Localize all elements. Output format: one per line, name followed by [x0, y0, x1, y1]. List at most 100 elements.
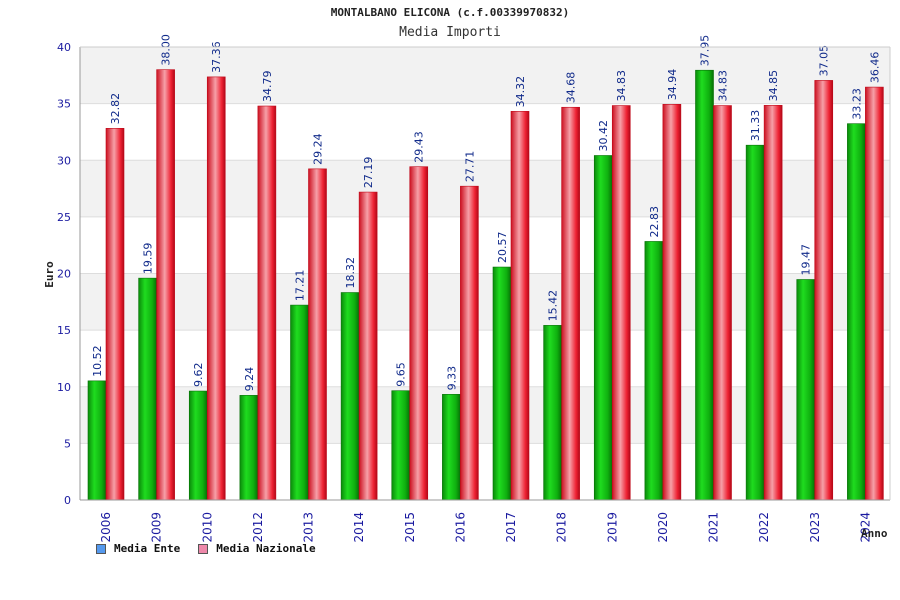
value-label-nazionale: 34.83	[615, 70, 628, 102]
bar-ente	[87, 380, 107, 501]
value-label-ente: 31.33	[749, 110, 762, 142]
x-tick-label: 2020	[656, 512, 670, 543]
value-label-ente: 18.32	[344, 257, 357, 289]
bar-ente	[138, 277, 157, 501]
y-tick-label: 40	[57, 41, 71, 54]
y-tick-label: 30	[57, 154, 71, 167]
bar-nazionale	[308, 168, 327, 501]
bar-ente	[593, 155, 613, 501]
bar-nazionale	[510, 111, 530, 501]
value-label-ente: 9.62	[192, 363, 205, 388]
bar-nazionale	[561, 106, 580, 501]
y-axis-title: Euro	[42, 261, 56, 288]
value-label-nazionale: 29.43	[413, 131, 426, 163]
value-label-nazionale: 38.00	[160, 34, 173, 66]
value-label-nazionale: 27.19	[362, 157, 375, 189]
x-tick-label: 2014	[352, 512, 366, 543]
x-tick-label: 2013	[302, 512, 316, 543]
value-label-nazionale: 34.83	[717, 70, 730, 102]
y-tick-label: 20	[57, 268, 71, 281]
bar-nazionale	[611, 105, 631, 501]
bar-nazionale	[763, 105, 783, 501]
value-label-nazionale: 34.85	[767, 70, 780, 102]
bar-nazionale	[206, 76, 226, 501]
value-label-ente: 19.47	[800, 244, 813, 276]
y-tick-label: 15	[57, 324, 71, 337]
x-axis-title: Anno	[861, 527, 888, 540]
y-tick-label: 25	[57, 211, 71, 224]
value-label-nazionale: 34.79	[261, 71, 274, 103]
bar-ente	[391, 390, 411, 501]
y-tick-label: 0	[64, 494, 71, 507]
legend-label-nazionale: Media Nazionale	[216, 542, 316, 555]
legend: Media Ente Media Nazionale	[96, 542, 316, 555]
bar-nazionale	[865, 86, 884, 501]
value-label-ente: 10.52	[91, 345, 104, 377]
value-label-nazionale: 34.68	[565, 72, 578, 104]
value-label-ente: 19.59	[142, 243, 155, 275]
legend-swatch-nazionale	[198, 543, 209, 554]
bar-nazionale	[460, 185, 479, 501]
bar-nazionale	[156, 69, 175, 501]
bar-ente	[442, 394, 461, 501]
x-tick-label: 2019	[605, 512, 619, 543]
bar-nazionale	[713, 105, 732, 501]
y-tick-label: 35	[57, 98, 71, 111]
value-label-ente: 20.57	[496, 232, 509, 264]
legend-item-ente: Media Ente	[96, 542, 180, 555]
chart-subtitle: Media Importi	[399, 25, 501, 40]
value-label-nazionale: 37.05	[818, 45, 831, 77]
bar-ente	[644, 241, 664, 501]
value-label-nazionale: 32.82	[109, 93, 122, 125]
bar-nazionale	[358, 191, 378, 501]
bar-ente	[543, 325, 562, 501]
x-tick-label: 2006	[99, 512, 113, 543]
bar-ente	[847, 123, 866, 501]
value-label-nazionale: 37.36	[210, 41, 223, 73]
value-label-ente: 15.42	[547, 290, 560, 322]
x-tick-label: 2012	[251, 512, 265, 543]
chart-title: MONTALBANO ELICONA (c.f.00339970832)	[330, 6, 570, 19]
value-label-ente: 9.33	[445, 366, 458, 391]
bar-nazionale	[409, 166, 429, 501]
bar-ente	[796, 279, 816, 501]
bar-nazionale	[662, 104, 682, 501]
bar-ente	[340, 292, 360, 501]
x-tick-label: 2017	[504, 512, 518, 543]
value-label-ente: 17.21	[294, 270, 307, 302]
y-tick-label: 5	[64, 437, 71, 450]
value-label-nazionale: 34.32	[514, 76, 527, 108]
value-label-ente: 9.24	[243, 367, 256, 392]
value-label-nazionale: 36.46	[868, 52, 881, 84]
value-label-nazionale: 29.24	[312, 133, 325, 165]
bar-ente	[745, 144, 765, 501]
legend-swatch-ente	[96, 543, 106, 554]
x-tick-label: 2023	[808, 512, 822, 543]
x-tick-label: 2010	[200, 512, 214, 543]
x-tick-label: 2018	[555, 512, 569, 543]
legend-label-ente: Media Ente	[114, 542, 181, 555]
x-tick-label: 2015	[403, 512, 417, 543]
value-label-ente: 22.83	[648, 206, 661, 238]
y-tick-label: 10	[57, 381, 71, 394]
value-label-nazionale: 27.71	[463, 151, 476, 183]
bar-ente	[695, 69, 714, 501]
x-tick-label: 2021	[707, 512, 721, 543]
bar-ente	[492, 266, 512, 501]
x-tick-label: 2024	[858, 512, 872, 543]
bar-ente	[239, 395, 259, 501]
x-tick-label: 2016	[453, 512, 467, 543]
x-tick-label: 2009	[150, 512, 164, 543]
value-label-ente: 9.65	[395, 362, 408, 387]
value-label-ente: 33.23	[850, 88, 863, 120]
bar-ente	[290, 304, 309, 501]
legend-item-nazionale: Media Nazionale	[198, 542, 316, 555]
bar-nazionale	[105, 128, 125, 501]
value-label-ente: 37.95	[699, 35, 712, 67]
bar-ente	[188, 390, 208, 501]
x-tick-label: 2022	[757, 512, 771, 543]
bar-nazionale	[814, 80, 834, 501]
value-label-nazionale: 34.94	[666, 69, 679, 101]
bar-nazionale	[257, 105, 277, 501]
